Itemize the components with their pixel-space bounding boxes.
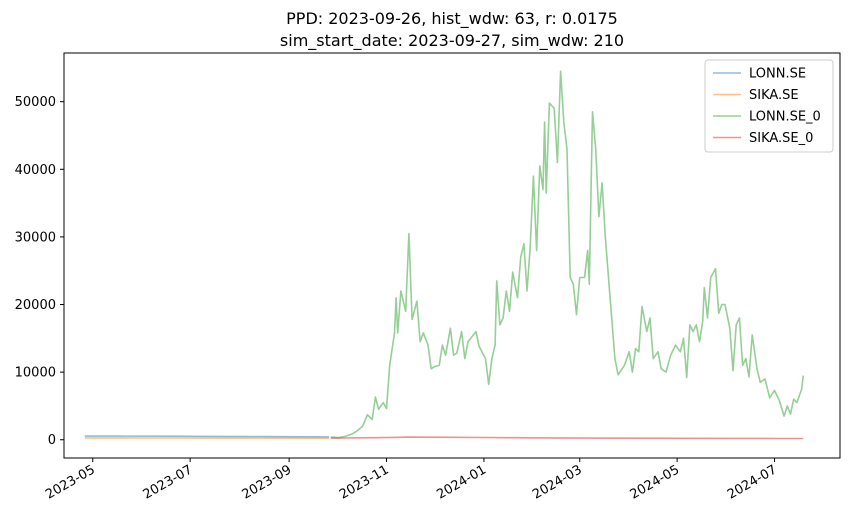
legend: LONN.SE SIKA.SE LONN.SE_0 SIKA.SE_0 — [704, 59, 834, 153]
x-axis: 2023-05 2023-07 2023-09 2023-11 2024-01 2024-… — [43, 458, 780, 503]
series-line-sika-se-0 — [330, 436, 804, 440]
y-tick-label-40000: 40000 — [15, 163, 56, 178]
x-tick-label-2024-03: 2024-03 — [530, 462, 585, 502]
x-tick-label-2023-07: 2023-07 — [141, 462, 196, 502]
legend-label-lonn-se-0: LONN.SE_0 — [749, 110, 821, 125]
legend-box — [704, 59, 834, 153]
y-tick-label-0: 0 — [48, 433, 56, 448]
y-tick-label-30000: 30000 — [15, 230, 56, 245]
y-tick-label-20000: 20000 — [15, 298, 56, 313]
x-tick-label-2023-05: 2023-05 — [43, 462, 98, 502]
x-tick-label-2023-09: 2023-09 — [240, 462, 295, 502]
x-tick-label-2023-11: 2023-11 — [337, 462, 392, 502]
plot-area-frame — [63, 52, 841, 459]
chart-title-line1: PPD: 2023-09-26, hist_wdw: 63, r: 0.0175 — [286, 9, 618, 29]
y-tick-label-50000: 50000 — [15, 95, 56, 110]
legend-label-lonn-se: LONN.SE — [749, 67, 806, 82]
y-axis: 0 10000 20000 30000 40000 50000 — [15, 95, 64, 448]
series-line-lonn-se — [84, 435, 330, 438]
x-tick-label-2024-05: 2024-05 — [628, 462, 683, 502]
y-tick-label-10000: 10000 — [15, 366, 56, 381]
x-tick-label-2024-07: 2024-07 — [725, 462, 780, 502]
legend-label-sika-se: SIKA.SE — [749, 88, 799, 103]
series-layer — [84, 70, 805, 440]
legend-label-sika-se-0: SIKA.SE_0 — [749, 131, 813, 146]
series-line-lonn-se-0 — [330, 70, 805, 439]
chart-title-line2: sim_start_date: 2023-09-27, sim_wdw: 210 — [280, 31, 624, 51]
x-tick-label-2024-01: 2024-01 — [434, 462, 489, 502]
